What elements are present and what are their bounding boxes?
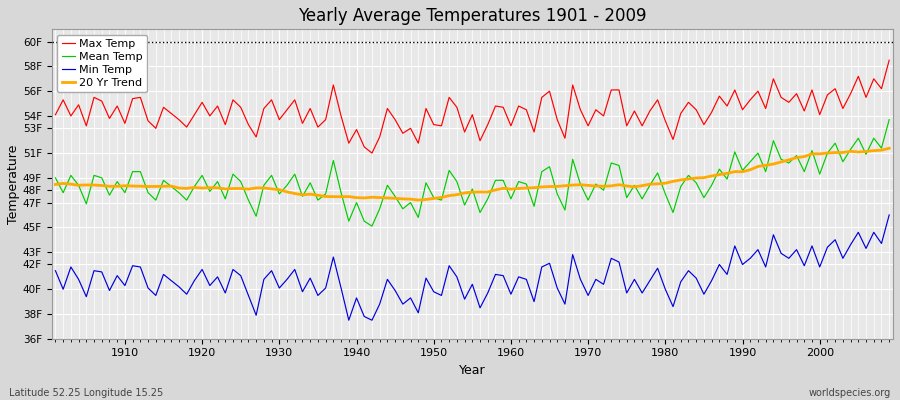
Min Temp bbox=[328, 255, 338, 260]
Max Temp bbox=[884, 58, 895, 63]
Legend: Max Temp, Mean Temp, Min Temp, 20 Yr Trend: Max Temp, Mean Temp, Min Temp, 20 Yr Tre… bbox=[57, 35, 148, 92]
20 Yr Trend bbox=[506, 187, 517, 192]
Mean Temp bbox=[328, 158, 338, 163]
Max Temp bbox=[506, 124, 517, 128]
20 Yr Trend bbox=[606, 184, 616, 188]
20 Yr Trend bbox=[282, 190, 292, 194]
20 Yr Trend bbox=[513, 186, 524, 191]
Max Temp bbox=[50, 112, 61, 117]
Mean Temp bbox=[606, 160, 616, 165]
Y-axis label: Temperature: Temperature bbox=[7, 144, 20, 224]
Max Temp bbox=[366, 151, 377, 156]
Min Temp bbox=[506, 292, 517, 297]
Text: Latitude 52.25 Longitude 15.25: Latitude 52.25 Longitude 15.25 bbox=[9, 388, 163, 398]
Line: Max Temp: Max Temp bbox=[56, 60, 889, 153]
20 Yr Trend bbox=[413, 198, 424, 202]
Mean Temp bbox=[884, 117, 895, 122]
Mean Temp bbox=[506, 196, 517, 201]
Mean Temp bbox=[112, 179, 122, 184]
Line: Min Temp: Min Temp bbox=[56, 215, 889, 320]
Min Temp bbox=[344, 318, 355, 323]
Min Temp bbox=[282, 277, 292, 282]
Mean Temp bbox=[366, 224, 377, 228]
Min Temp bbox=[884, 212, 895, 217]
Mean Temp bbox=[282, 183, 292, 188]
20 Yr Trend bbox=[112, 184, 122, 189]
X-axis label: Year: Year bbox=[459, 364, 486, 377]
Max Temp bbox=[112, 104, 122, 108]
Title: Yearly Average Temperatures 1901 - 2009: Yearly Average Temperatures 1901 - 2009 bbox=[298, 7, 646, 25]
Mean Temp bbox=[50, 176, 61, 180]
Min Temp bbox=[112, 273, 122, 278]
Max Temp bbox=[282, 107, 292, 112]
Line: Mean Temp: Mean Temp bbox=[56, 120, 889, 226]
Min Temp bbox=[50, 268, 61, 273]
Min Temp bbox=[606, 256, 616, 261]
Mean Temp bbox=[513, 179, 524, 184]
Line: 20 Yr Trend: 20 Yr Trend bbox=[56, 148, 889, 200]
Max Temp bbox=[513, 104, 524, 108]
20 Yr Trend bbox=[50, 182, 61, 187]
Min Temp bbox=[513, 274, 524, 279]
Max Temp bbox=[328, 82, 338, 87]
20 Yr Trend bbox=[884, 146, 895, 151]
Max Temp bbox=[606, 88, 616, 92]
Text: worldspecies.org: worldspecies.org bbox=[809, 388, 891, 398]
20 Yr Trend bbox=[328, 194, 338, 199]
